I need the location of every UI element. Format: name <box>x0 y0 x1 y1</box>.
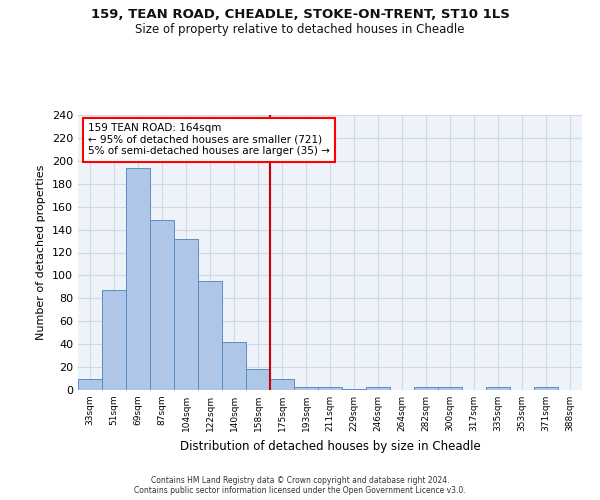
Text: 159 TEAN ROAD: 164sqm
← 95% of detached houses are smaller (721)
5% of semi-deta: 159 TEAN ROAD: 164sqm ← 95% of detached … <box>88 123 330 156</box>
Bar <box>486 386 510 390</box>
Bar <box>534 386 558 390</box>
Bar <box>198 281 222 390</box>
Bar <box>222 342 246 390</box>
Text: 159, TEAN ROAD, CHEADLE, STOKE-ON-TRENT, ST10 1LS: 159, TEAN ROAD, CHEADLE, STOKE-ON-TRENT,… <box>91 8 509 20</box>
Bar <box>270 378 294 390</box>
X-axis label: Distribution of detached houses by size in Cheadle: Distribution of detached houses by size … <box>179 440 481 452</box>
Text: Contains HM Land Registry data © Crown copyright and database right 2024.
Contai: Contains HM Land Registry data © Crown c… <box>134 476 466 495</box>
Y-axis label: Number of detached properties: Number of detached properties <box>37 165 46 340</box>
Bar <box>78 378 102 390</box>
Bar <box>102 290 126 390</box>
Text: Size of property relative to detached houses in Cheadle: Size of property relative to detached ho… <box>135 22 465 36</box>
Bar <box>342 389 366 390</box>
Bar <box>366 386 390 390</box>
Bar <box>150 220 174 390</box>
Bar <box>246 370 270 390</box>
Bar <box>294 386 318 390</box>
Bar <box>174 239 198 390</box>
Bar <box>414 386 438 390</box>
Bar <box>126 168 150 390</box>
Bar <box>318 386 342 390</box>
Bar <box>438 386 462 390</box>
